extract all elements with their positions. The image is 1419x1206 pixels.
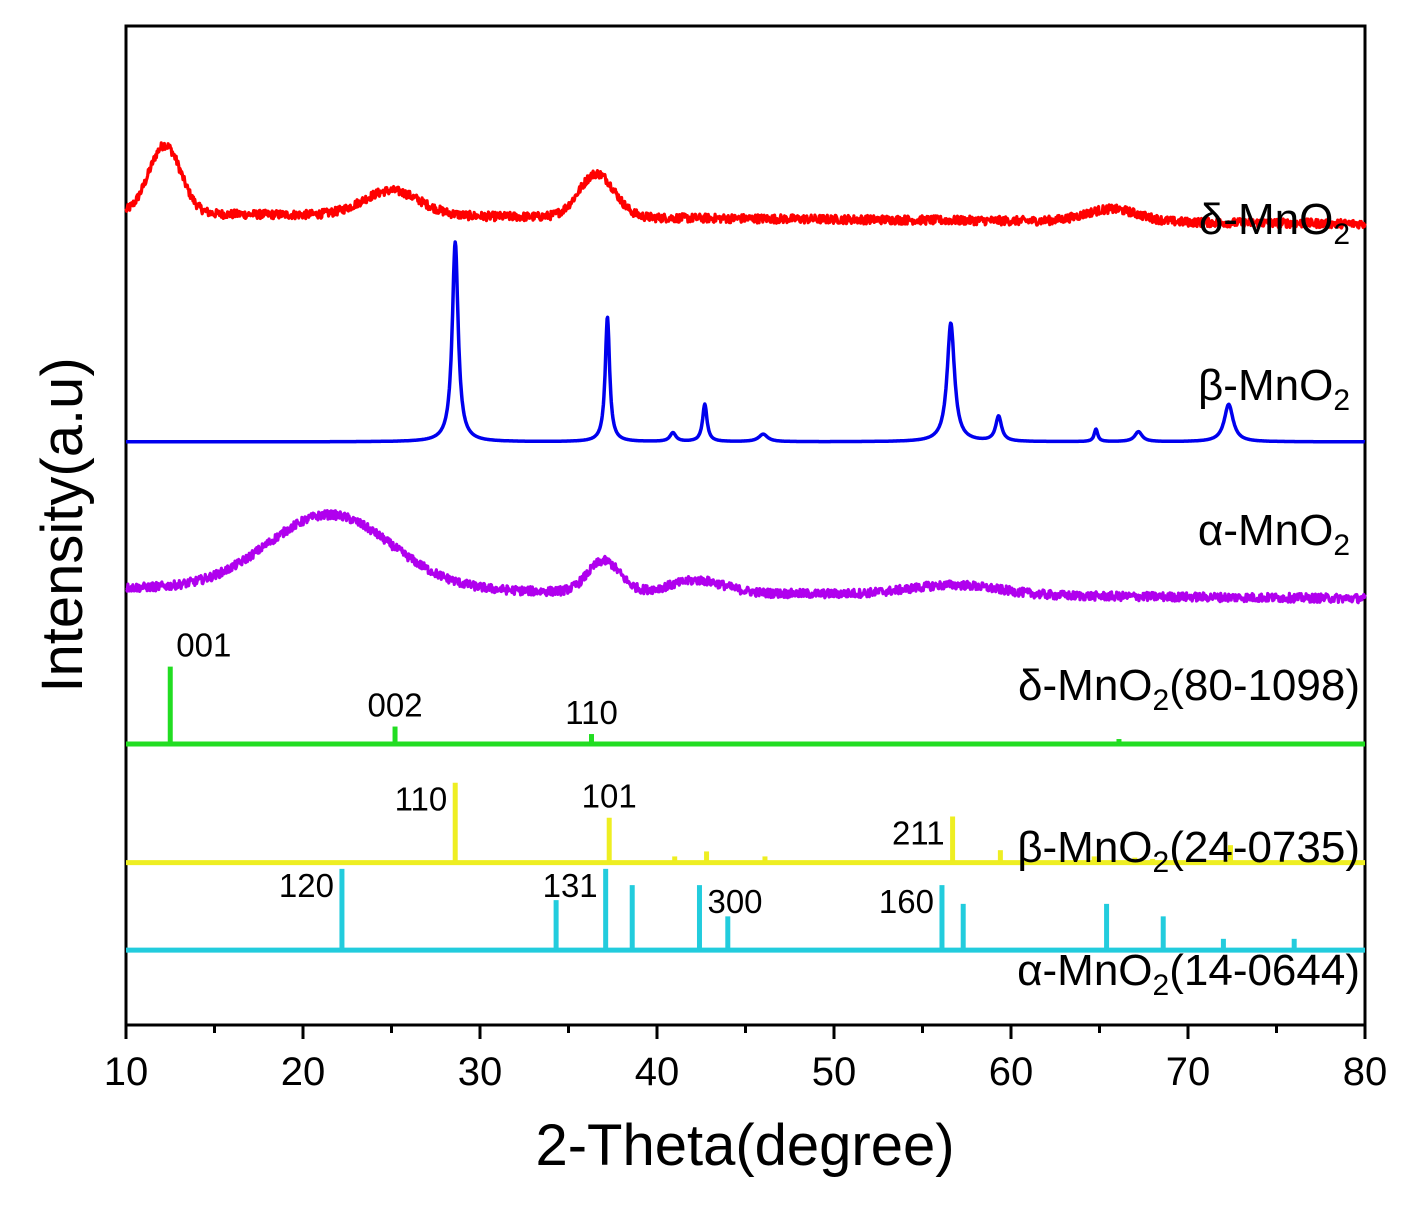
x-tick-label-70: 70	[1166, 1050, 1211, 1094]
x-tick-label-10: 10	[104, 1050, 149, 1094]
hkl-label-3-3: 131	[543, 867, 598, 904]
series-line-2	[124, 240, 1367, 444]
hkl-label-1-1: 001	[176, 627, 231, 664]
y-axis-title: Intensity(a.u)	[30, 357, 95, 692]
hkl-label-1-2: 002	[368, 687, 423, 724]
series-label-2: β-MnO2	[1198, 361, 1350, 417]
hkl-label-2-1: 110	[395, 781, 448, 818]
series-line-3	[124, 509, 1367, 605]
hkl-label-2-2: 101	[582, 778, 637, 815]
hkl-label-3-7: 160	[879, 883, 934, 920]
x-tick-label-80: 80	[1343, 1050, 1388, 1094]
x-tick-label-50: 50	[812, 1050, 857, 1094]
x-tick-label-30: 30	[458, 1050, 503, 1094]
x-axis-title: 2-Theta(degree)	[535, 1113, 954, 1178]
series-label-3: α-MnO2	[1198, 506, 1350, 562]
ref-label-1: δ-MnO2(80-1098)	[1018, 661, 1360, 717]
x-tick-label-60: 60	[989, 1050, 1034, 1094]
hkl-label-2-6: 211	[892, 814, 945, 851]
ref-label-3: α-MnO2(14-0644)	[1017, 946, 1360, 1002]
ref-label-2: β-MnO2(24-0735)	[1017, 823, 1360, 879]
hkl-label-3-1: 120	[279, 867, 334, 904]
x-tick-label-20: 20	[281, 1050, 326, 1094]
x-axis-ticks: 10 20 30 40 50 60 70 80	[104, 1025, 1388, 1094]
series-layer: δ-MnO2 β-MnO2 α-MnO2	[124, 141, 1367, 605]
series-label-1: δ-MnO2	[1199, 195, 1350, 251]
x-tick-label-40: 40	[635, 1050, 680, 1094]
hkl-label-1-3: 110	[565, 694, 618, 731]
reference-layer: 001 002 110 δ-MnO2(80-1098) 110 101 211 β-MnO2(…	[126, 627, 1365, 1002]
hkl-label-3-5: 300	[707, 883, 762, 920]
series-line-1	[124, 141, 1367, 230]
